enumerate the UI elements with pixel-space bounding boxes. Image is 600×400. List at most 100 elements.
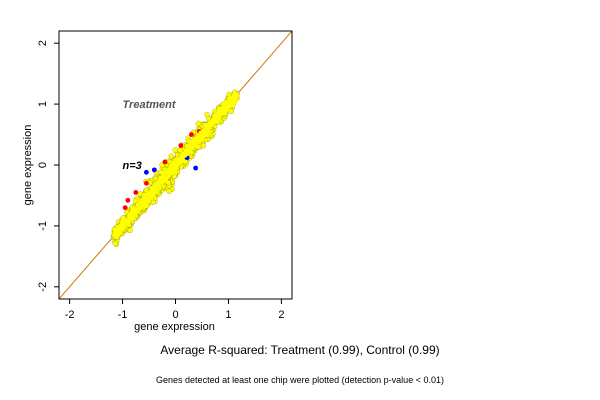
- data-point: [450, 163, 455, 168]
- data-point: [431, 177, 436, 182]
- data-point: [472, 131, 477, 136]
- data-point: [390, 220, 395, 225]
- data-point: [401, 212, 406, 217]
- data-point: [394, 220, 399, 225]
- data-point: [467, 128, 472, 133]
- data-point: [436, 168, 441, 173]
- data-point: [431, 174, 436, 179]
- data-point: [479, 117, 484, 122]
- data-point: [453, 153, 458, 158]
- data-point: [397, 216, 402, 221]
- data-point: [463, 133, 468, 138]
- data-point: [497, 105, 502, 110]
- data-point: [420, 199, 425, 204]
- data-point: [497, 97, 502, 102]
- data-point: [428, 174, 433, 179]
- data-point: [430, 182, 435, 187]
- data-point: [489, 108, 494, 113]
- data-point: [503, 93, 508, 98]
- data-point: [485, 117, 490, 122]
- x-tick-label: 0: [442, 309, 448, 321]
- data-point: [478, 120, 483, 125]
- data-point: [424, 178, 429, 183]
- data-point: [436, 166, 441, 171]
- data-point: [478, 126, 483, 131]
- data-point: [418, 194, 423, 199]
- data-point: [412, 194, 417, 199]
- data-point: [419, 186, 424, 191]
- data-point: [423, 186, 428, 191]
- data-point: [451, 158, 456, 163]
- data-point: [407, 205, 412, 210]
- data-point: [398, 210, 403, 215]
- data-point: [391, 218, 396, 223]
- y-tick-label: 2: [307, 40, 319, 46]
- data-point: [484, 120, 489, 125]
- data-point: [469, 123, 474, 128]
- data-point: [503, 98, 508, 103]
- data-point: [465, 137, 470, 142]
- data-point: [469, 136, 474, 141]
- data-point: [418, 191, 423, 196]
- data-point: [428, 177, 433, 182]
- data-point: [479, 125, 484, 130]
- data-point: [390, 223, 395, 228]
- data-point: [440, 164, 445, 169]
- data-point: [472, 138, 477, 143]
- data-point: [503, 94, 508, 99]
- data-point: [462, 143, 467, 148]
- data-point: [432, 174, 437, 179]
- data-point: [496, 98, 501, 103]
- data-point: [414, 193, 419, 198]
- data-point: [482, 119, 487, 124]
- data-point: [406, 200, 411, 205]
- data-point: [488, 114, 493, 119]
- data-point: [398, 212, 403, 217]
- data-point: [457, 148, 462, 153]
- data-point: [414, 188, 419, 193]
- data-point: [449, 166, 454, 171]
- data-point: [390, 226, 395, 231]
- data-point: [134, 209, 140, 215]
- data-point: [383, 235, 388, 240]
- data-point: [430, 179, 435, 184]
- y-tick-label: -1: [307, 221, 319, 231]
- data-point: [479, 125, 484, 130]
- data-point: [394, 216, 399, 221]
- data-point: [438, 177, 443, 182]
- data-point: [387, 227, 392, 232]
- data-point: [439, 166, 444, 171]
- data-point: [406, 203, 411, 208]
- data-point: [441, 169, 446, 174]
- data-point: [469, 134, 474, 139]
- data-point: [388, 225, 393, 230]
- data-point: [439, 173, 444, 178]
- data-point: [198, 137, 204, 143]
- data-point: [397, 220, 402, 225]
- data-point: [458, 134, 463, 139]
- data-point: [466, 133, 471, 138]
- data-point: [470, 134, 475, 139]
- data-point: [445, 164, 450, 169]
- data-point: [425, 181, 430, 186]
- data-point: [493, 104, 498, 109]
- data-point: [441, 167, 446, 172]
- data-point: [485, 107, 490, 112]
- data-point: [394, 217, 399, 222]
- data-point: [429, 190, 434, 195]
- data-point: [418, 191, 423, 196]
- data-point: [394, 220, 399, 225]
- data-point: [470, 129, 475, 134]
- data-point: [390, 226, 395, 231]
- data-point: [449, 155, 454, 160]
- data-point: [494, 102, 499, 107]
- x-tick-label: 2: [548, 309, 554, 321]
- data-point: [439, 171, 444, 176]
- data-point: [394, 221, 399, 226]
- data-point: [457, 144, 462, 149]
- data-point: [443, 172, 448, 177]
- data-point: [418, 191, 423, 196]
- outlier-blue-point: [151, 167, 157, 173]
- data-point: [430, 176, 435, 181]
- data-point: [436, 171, 441, 176]
